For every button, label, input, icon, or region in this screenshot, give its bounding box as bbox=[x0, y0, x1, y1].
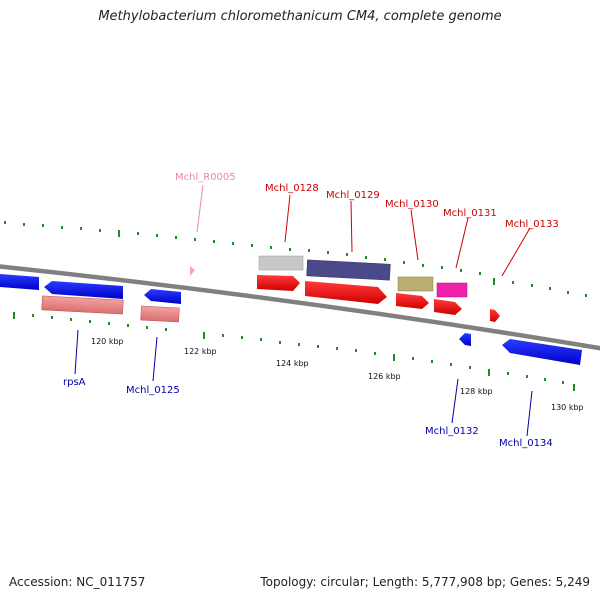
label-leaders bbox=[74, 184, 533, 437]
ruler-label: 124 kbp bbox=[276, 359, 309, 368]
ruler-label: 126 kbp bbox=[368, 372, 401, 381]
gene-0125-cds[interactable] bbox=[140, 305, 180, 323]
map-title: Methylobacterium chloromethanicum CM4, c… bbox=[98, 9, 502, 24]
gene-0131[interactable] bbox=[434, 299, 462, 315]
genome-backbone bbox=[0, 264, 600, 351]
gene-0130[interactable] bbox=[396, 293, 429, 309]
label-mchl-0128: Mchl_0128 bbox=[265, 183, 319, 194]
gene-left-edge[interactable] bbox=[0, 274, 39, 290]
ruler-label: 128 kbp bbox=[460, 387, 493, 396]
plus-strand-genes bbox=[190, 255, 500, 322]
minus-gene-labels: rpsA Mchl_0125 Mchl_0132 Mchl_0134 bbox=[63, 377, 553, 449]
label-mchl-0133: Mchl_0133 bbox=[505, 219, 559, 230]
genome-summary-text: Topology: circular; Length: 5,777,908 bp… bbox=[260, 575, 590, 589]
plus-gene-labels: Mchl_R0005 Mchl_0128 Mchl_0129 Mchl_0130… bbox=[175, 172, 559, 230]
minus-strand-genes bbox=[0, 274, 582, 365]
gene-rna-r0005[interactable] bbox=[190, 266, 195, 276]
accession-text: Accession: NC_011757 bbox=[9, 575, 146, 589]
gene-0129[interactable] bbox=[305, 281, 387, 304]
gene-0130-cds[interactable] bbox=[397, 276, 434, 292]
label-mchl-0125: Mchl_0125 bbox=[126, 385, 180, 396]
label-mchl-0130: Mchl_0130 bbox=[385, 199, 439, 210]
outer-tick-track bbox=[4, 221, 587, 297]
label-rpsa: rpsA bbox=[63, 377, 86, 388]
ruler-labels: 120 kbp 122 kbp 124 kbp 126 kbp 128 kbp … bbox=[91, 337, 584, 412]
gene-0133[interactable] bbox=[490, 309, 500, 322]
gene-rpsa[interactable] bbox=[44, 281, 123, 299]
gene-0132[interactable] bbox=[459, 333, 471, 346]
ruler-label: 120 kbp bbox=[91, 337, 124, 346]
gene-0125[interactable] bbox=[144, 289, 181, 304]
label-mchl-0129: Mchl_0129 bbox=[326, 190, 380, 201]
gene-0134[interactable] bbox=[502, 339, 582, 365]
label-mchl-0131: Mchl_0131 bbox=[443, 208, 497, 219]
label-mchl-r0005: Mchl_R0005 bbox=[175, 172, 236, 183]
gene-rpsa-cds[interactable] bbox=[41, 295, 124, 315]
gene-0128[interactable] bbox=[257, 275, 300, 291]
label-mchl-0134: Mchl_0134 bbox=[499, 438, 553, 449]
label-mchl-0132: Mchl_0132 bbox=[425, 426, 479, 437]
ruler-label: 122 kbp bbox=[184, 347, 217, 356]
ruler-label: 130 kbp bbox=[551, 403, 584, 412]
gene-0128-cds[interactable] bbox=[258, 255, 304, 271]
inner-tick-track bbox=[13, 312, 575, 391]
gene-0131-cds[interactable] bbox=[436, 282, 468, 298]
gene-0129-cds[interactable] bbox=[306, 259, 391, 281]
